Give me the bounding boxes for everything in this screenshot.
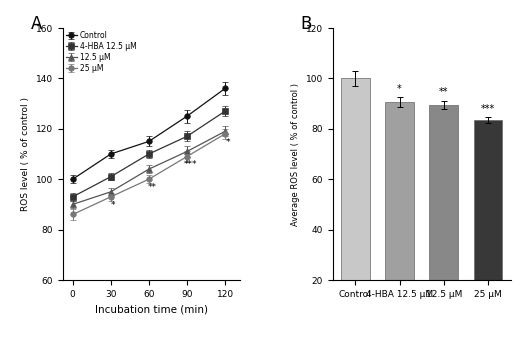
Y-axis label: Average ROS level ( % of control ): Average ROS level ( % of control ) [291, 83, 300, 225]
Text: A: A [31, 15, 42, 33]
Text: ***: *** [481, 104, 495, 114]
Text: **: ** [439, 87, 449, 97]
Text: **: ** [148, 183, 157, 192]
Legend: Control, 4-HBA 12.5 μM, 12.5 μM, 25 μM: Control, 4-HBA 12.5 μM, 12.5 μM, 25 μM [65, 30, 138, 74]
X-axis label: Incubation time (min): Incubation time (min) [95, 304, 208, 314]
Text: *: * [226, 138, 230, 147]
Bar [474, 120, 502, 330]
Bar [341, 78, 369, 330]
Bar [385, 102, 414, 330]
Bar [429, 105, 458, 330]
Text: B: B [301, 15, 312, 33]
Text: *: * [111, 201, 116, 210]
Text: *: * [397, 84, 402, 93]
Text: ***: *** [184, 160, 197, 169]
Y-axis label: ROS level ( % of control ): ROS level ( % of control ) [21, 97, 30, 211]
